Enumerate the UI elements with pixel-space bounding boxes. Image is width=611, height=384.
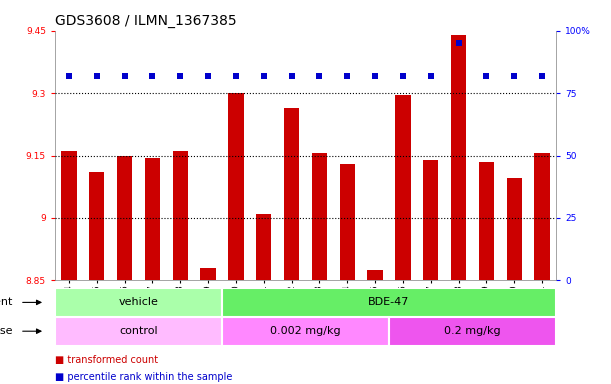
Point	[398, 73, 408, 79]
Bar	[89, 172, 104, 280]
Bar	[172, 151, 188, 280]
Point	[537, 73, 547, 79]
Bar	[55, 288, 222, 317]
Bar	[340, 164, 355, 280]
Point	[64, 73, 74, 79]
Bar	[117, 156, 132, 280]
Point	[120, 73, 130, 79]
Bar	[222, 317, 389, 346]
Bar	[200, 268, 216, 280]
Point	[231, 73, 241, 79]
Text: BDE-47: BDE-47	[368, 297, 410, 308]
Point	[259, 73, 269, 79]
Text: 0.2 mg/kg: 0.2 mg/kg	[444, 326, 501, 336]
Point	[92, 73, 101, 79]
Text: 0.002 mg/kg: 0.002 mg/kg	[270, 326, 341, 336]
Point	[454, 40, 464, 46]
Bar	[229, 93, 244, 280]
Bar	[507, 179, 522, 280]
Bar	[389, 317, 556, 346]
Bar	[222, 288, 556, 317]
Point	[147, 73, 157, 79]
Bar	[535, 154, 550, 280]
Bar	[145, 157, 160, 280]
Bar	[284, 108, 299, 280]
Point	[370, 73, 380, 79]
Bar	[451, 35, 466, 280]
Text: vehicle: vehicle	[119, 297, 158, 308]
Point	[287, 73, 296, 79]
Bar	[312, 154, 327, 280]
Point	[175, 73, 185, 79]
Text: GDS3608 / ILMN_1367385: GDS3608 / ILMN_1367385	[55, 14, 236, 28]
Bar	[55, 317, 222, 346]
Bar	[479, 162, 494, 280]
Bar	[61, 151, 76, 280]
Text: dose: dose	[0, 326, 12, 336]
Point	[481, 73, 491, 79]
Point	[426, 73, 436, 79]
Bar	[367, 270, 382, 280]
Bar	[395, 95, 411, 280]
Point	[510, 73, 519, 79]
Text: control: control	[119, 326, 158, 336]
Text: ■ transformed count: ■ transformed count	[55, 355, 158, 365]
Text: agent: agent	[0, 297, 12, 308]
Point	[342, 73, 352, 79]
Text: ■ percentile rank within the sample: ■ percentile rank within the sample	[55, 372, 232, 382]
Bar	[423, 160, 439, 280]
Point	[315, 73, 324, 79]
Bar	[256, 214, 271, 280]
Point	[203, 73, 213, 79]
